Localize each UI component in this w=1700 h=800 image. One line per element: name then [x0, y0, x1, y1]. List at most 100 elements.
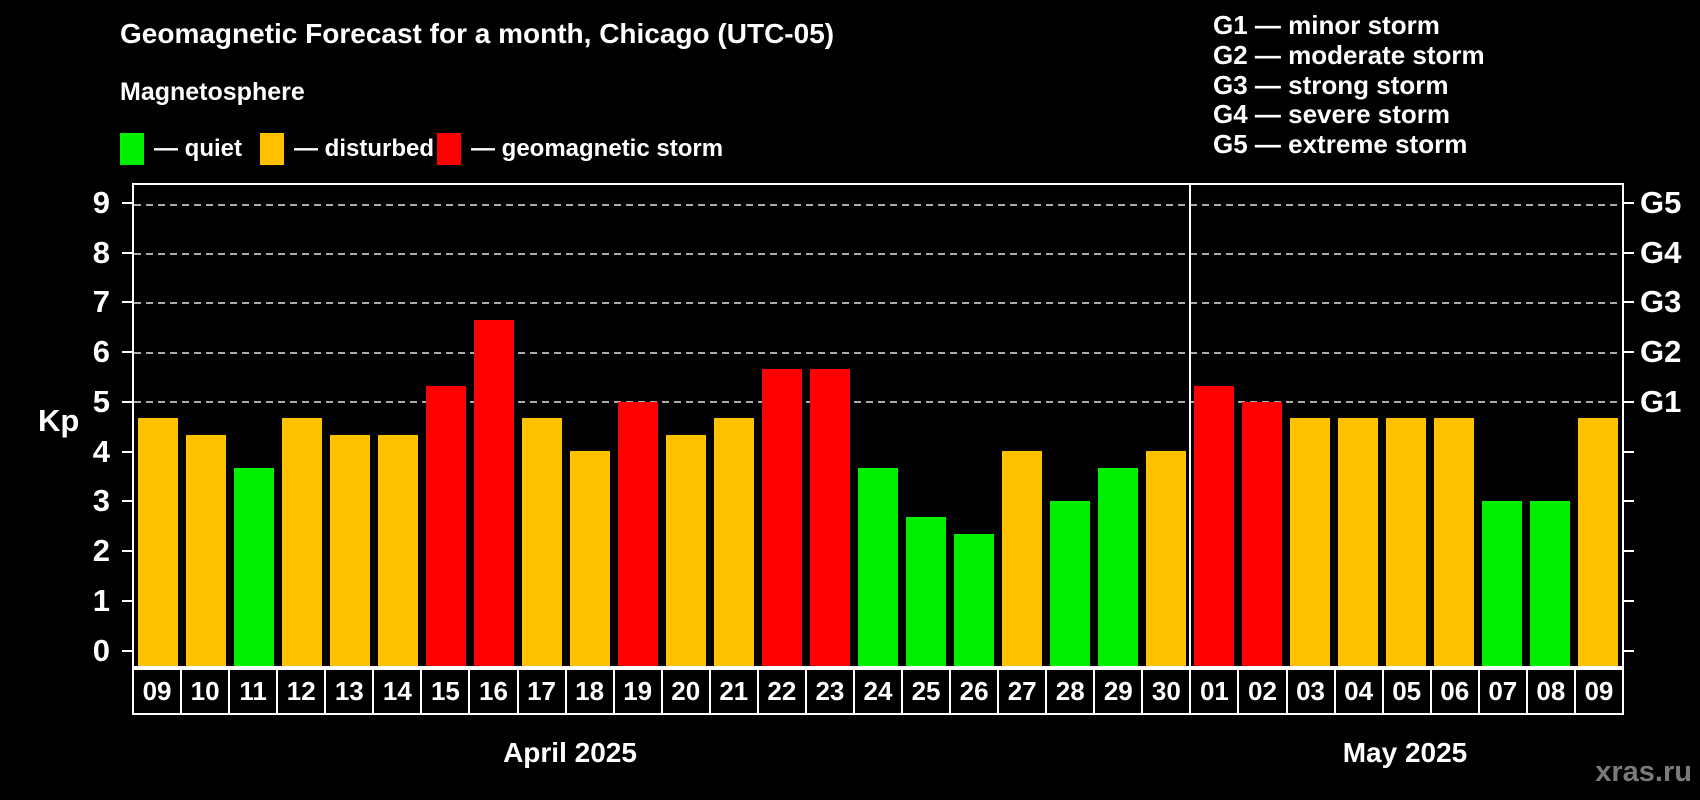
bar-day-27 — [1002, 451, 1042, 666]
y-tick-right-0 — [1624, 649, 1634, 652]
y-tick-label-7: 7 — [92, 284, 110, 320]
bar-day-17 — [522, 418, 562, 666]
day-label-may-07: 07 — [1479, 670, 1528, 713]
bar-day-12 — [282, 418, 322, 666]
bar-slot-30 — [1574, 185, 1622, 666]
bar-day-14 — [378, 435, 418, 666]
g-legend-item-g4: G4 — severe storm — [1213, 99, 1451, 130]
day-label-apr-11: 11 — [230, 670, 279, 713]
y-tick-right-1 — [1624, 599, 1634, 602]
bar-slot-7 — [470, 185, 518, 666]
day-label-apr-18: 18 — [566, 670, 615, 713]
day-label-apr-23: 23 — [806, 670, 855, 713]
bar-day-23 — [810, 369, 850, 666]
y-tick-left-7 — [122, 301, 132, 304]
bar-slot-26 — [1382, 185, 1430, 666]
bar-slot-16 — [902, 185, 950, 666]
bar-day-09 — [138, 418, 178, 666]
legend-label-storm: — geomagnetic storm — [471, 135, 724, 162]
bar-day-13 — [330, 435, 370, 666]
bar-day-24 — [858, 467, 898, 666]
g-scale-label-g1: G1 — [1640, 383, 1682, 419]
page-title: Geomagnetic Forecast for a month, Chicag… — [120, 18, 835, 49]
y-tick-label-1: 1 — [92, 582, 110, 618]
bar-slot-20 — [1094, 185, 1142, 666]
month-label-april: April 2025 — [503, 737, 637, 768]
day-label-apr-15: 15 — [422, 670, 471, 713]
y-tick-label-6: 6 — [92, 334, 110, 370]
bar-slot-21 — [1142, 185, 1190, 666]
day-label-apr-17: 17 — [518, 670, 567, 713]
y-tick-right-8 — [1624, 251, 1634, 254]
bar-day-06 — [1434, 418, 1474, 666]
bar-day-18 — [570, 451, 610, 666]
day-label-apr-12: 12 — [278, 670, 327, 713]
bar-slot-23 — [1238, 185, 1286, 666]
bar-day-19 — [618, 402, 658, 666]
y-tick-right-7 — [1624, 301, 1634, 304]
day-label-apr-09: 09 — [134, 670, 183, 713]
bar-slot-22 — [1190, 185, 1238, 666]
g-legend-item-g1: G1 — minor storm — [1213, 10, 1440, 40]
y-tick-left-2 — [122, 550, 132, 553]
y-tick-label-2: 2 — [92, 533, 110, 569]
bar-slot-1 — [182, 185, 230, 666]
day-label-apr-27: 27 — [999, 670, 1048, 713]
bar-slot-14 — [806, 185, 854, 666]
y-tick-right-3 — [1624, 500, 1634, 503]
day-label-may-09: 09 — [1575, 670, 1622, 713]
day-label-may-04: 04 — [1335, 670, 1384, 713]
g-legend-item-g2: G2 — moderate storm — [1213, 39, 1485, 70]
y-tick-right-6 — [1624, 351, 1634, 354]
magnetosphere-heading: Magnetosphere — [120, 78, 305, 106]
bar-day-09 — [1578, 418, 1618, 666]
bar-day-10 — [186, 435, 226, 666]
gridline-kp7 — [134, 302, 1622, 305]
x-axis-day-row: 09 10 11 12 13 14 15 16 17 18 19 20 21 22 23 24 25 26 27 28… — [132, 668, 1624, 715]
y-tick-label-4: 4 — [92, 433, 110, 469]
bar-slot-18 — [998, 185, 1046, 666]
bar-day-15 — [426, 385, 466, 666]
bar-slot-25 — [1334, 185, 1382, 666]
legend-swatch-storm — [437, 133, 461, 165]
g-legend-item-g3: G3 — strong storm — [1213, 69, 1449, 100]
bar-day-28 — [1050, 500, 1090, 666]
y-tick-label-5: 5 — [92, 383, 110, 419]
day-label-apr-20: 20 — [662, 670, 711, 713]
day-label-apr-24: 24 — [854, 670, 903, 713]
g-scale-label-g5: G5 — [1640, 184, 1682, 220]
bar-day-20 — [666, 435, 706, 666]
bar-day-04 — [1338, 418, 1378, 666]
chart-plot-area — [132, 183, 1624, 668]
day-label-apr-28: 28 — [1047, 670, 1096, 713]
day-label-apr-22: 22 — [758, 670, 807, 713]
bar-slot-29 — [1526, 185, 1574, 666]
legend-label-quiet: — quiet — [154, 135, 242, 162]
g-scale-label-g4: G4 — [1640, 234, 1682, 270]
bar-slot-19 — [1046, 185, 1094, 666]
bar-slot-3 — [278, 185, 326, 666]
g-scale-label-g3: G3 — [1640, 284, 1682, 320]
y-tick-label-0: 0 — [92, 632, 110, 668]
month-separator-line — [1189, 185, 1191, 666]
bar-slot-28 — [1478, 185, 1526, 666]
bar-day-02 — [1242, 402, 1282, 666]
watermark: xras.ru — [1595, 756, 1692, 788]
day-label-apr-21: 21 — [710, 670, 759, 713]
bar-day-08 — [1530, 500, 1570, 666]
bar-slot-9 — [566, 185, 614, 666]
bar-day-21 — [714, 418, 754, 666]
y-tick-right-2 — [1624, 550, 1634, 553]
g-scale-legend: G1 — minor storm G2 — moderate storm G3 … — [1213, 10, 1485, 160]
y-axis-title: Kp — [38, 403, 80, 438]
y-tick-right-5 — [1624, 400, 1634, 403]
g-scale-label-g2: G2 — [1640, 334, 1682, 370]
bar-day-22 — [762, 369, 802, 666]
bar-slot-4 — [326, 185, 374, 666]
gridline-kp9 — [134, 203, 1622, 206]
bars-layer — [134, 185, 1622, 666]
bar-day-01 — [1194, 385, 1234, 666]
bar-day-05 — [1386, 418, 1426, 666]
month-label-may: May 2025 — [1342, 737, 1468, 768]
bar-slot-8 — [518, 185, 566, 666]
